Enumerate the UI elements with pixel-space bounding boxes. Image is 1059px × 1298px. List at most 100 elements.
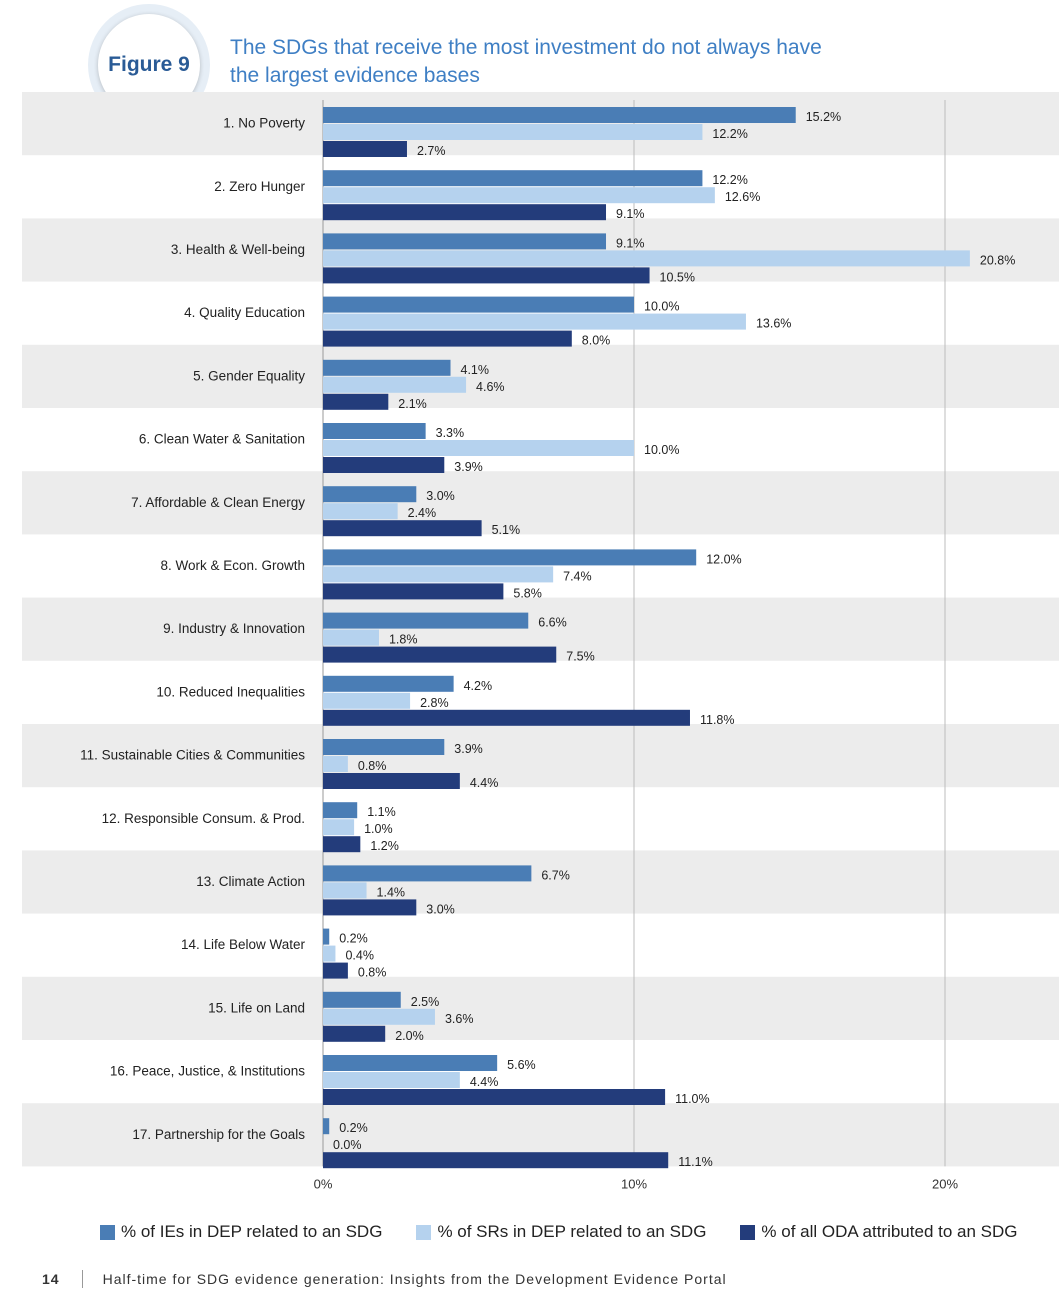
bar — [323, 991, 401, 1008]
data-label: 1.4% — [377, 885, 406, 899]
bar — [323, 773, 460, 789]
data-label: 4.6% — [476, 380, 505, 394]
bar — [323, 393, 389, 410]
bar — [323, 457, 445, 473]
bar — [323, 141, 407, 157]
bar — [323, 899, 417, 916]
row-band — [22, 344, 1059, 408]
data-label: 1.0% — [364, 822, 393, 836]
legend-label-srs: % of SRs in DEP related to an SDG — [437, 1222, 707, 1241]
bar — [323, 836, 361, 853]
category-label: 8. Work & Econ. Growth — [160, 558, 305, 573]
data-label: 0.0% — [333, 1138, 362, 1152]
legend-item-ies: % of IEs in DEP related to an SDG — [100, 1222, 382, 1242]
x-tick-label: 10% — [621, 1176, 647, 1191]
category-label: 13. Climate Action — [196, 874, 305, 889]
data-label: 11.1% — [678, 1155, 713, 1169]
bar — [323, 503, 398, 520]
data-label: 3.6% — [445, 1012, 474, 1026]
data-label: 5.6% — [507, 1058, 536, 1072]
bar — [323, 549, 697, 566]
row-band — [22, 976, 1059, 1040]
bar — [323, 124, 703, 140]
legend-label-ies: % of IEs in DEP related to an SDG — [121, 1222, 383, 1241]
category-label: 2. Zero Hunger — [214, 179, 305, 194]
data-label: 4.2% — [464, 679, 493, 693]
bar — [323, 675, 454, 692]
data-label: 10.0% — [644, 443, 679, 457]
data-label: 12.2% — [712, 173, 747, 187]
category-label: 16. Peace, Justice, & Institutions — [110, 1064, 305, 1079]
legend-swatch-srs — [416, 1224, 432, 1240]
data-label: 5.8% — [513, 586, 542, 600]
data-label: 9.1% — [616, 207, 645, 221]
data-label: 0.8% — [358, 966, 387, 980]
chart-legend: % of IEs in DEP related to an SDG % of S… — [100, 1220, 1040, 1244]
category-label: 11. Sustainable Cities & Communities — [80, 748, 305, 763]
data-label: 0.8% — [358, 759, 387, 773]
chart-headline: The SDGs that receive the most investmen… — [230, 36, 822, 87]
data-label: 4.4% — [470, 776, 499, 790]
bar — [323, 423, 426, 439]
bar — [323, 1008, 435, 1025]
bar — [323, 440, 634, 456]
category-label: 10. Reduced Inequalities — [156, 684, 305, 699]
bar — [323, 819, 355, 836]
data-label: 8.0% — [582, 334, 611, 348]
footer-divider — [81, 1270, 83, 1288]
data-label: 6.7% — [541, 868, 570, 882]
bar — [323, 296, 634, 313]
row-band — [22, 850, 1059, 914]
bar-chart: 0% 10% 20% 1. No Poverty 15.2% 12.2% 2.7% 2. Ze… — [22, 92, 1059, 1191]
bar — [323, 692, 411, 709]
data-label: 2.0% — [395, 1029, 424, 1043]
page-footer: 14 Half-time for SDG evidence generation… — [42, 1269, 727, 1289]
legend-item-srs: % of SRs in DEP related to an SDG — [416, 1222, 706, 1242]
row-band — [22, 471, 1059, 535]
bar — [323, 107, 796, 123]
bar — [323, 756, 348, 772]
bar — [323, 802, 358, 819]
footer-text: Half-time for SDG evidence generation: I… — [102, 1271, 727, 1287]
bar — [323, 1055, 498, 1071]
data-label: 1.1% — [367, 805, 396, 819]
data-label: 5.1% — [492, 523, 521, 537]
data-label: 3.9% — [454, 742, 483, 756]
row-band — [22, 92, 1059, 156]
bar — [323, 566, 554, 583]
data-label: 2.7% — [417, 144, 446, 158]
bar — [323, 1025, 386, 1042]
data-label: 13.6% — [756, 317, 791, 331]
data-label: 1.2% — [370, 839, 399, 853]
category-label: 12. Responsible Consum. & Prod. — [102, 811, 305, 826]
figure-label: Figure 9 — [108, 53, 190, 76]
bar — [323, 962, 348, 979]
data-label: 9.1% — [616, 236, 645, 250]
data-label: 2.1% — [398, 397, 427, 411]
category-label: 5. Gender Equality — [193, 368, 305, 383]
data-label: 2.4% — [408, 506, 437, 520]
x-tick-label: 20% — [932, 1176, 958, 1191]
page-number: 14 — [42, 1271, 60, 1287]
data-label: 12.6% — [725, 190, 760, 204]
data-label: 2.5% — [411, 995, 440, 1009]
data-label: 4.4% — [470, 1075, 499, 1089]
category-label: 4. Quality Education — [184, 305, 305, 320]
data-label: 10.0% — [644, 300, 679, 314]
category-label: 1. No Poverty — [223, 116, 305, 131]
data-label: 15.2% — [806, 110, 841, 124]
data-label: 7.5% — [566, 650, 595, 664]
legend-label-oda: % of all ODA attributed to an SDG — [761, 1222, 1018, 1241]
row-band — [22, 724, 1059, 788]
bar — [323, 865, 532, 882]
bar — [323, 928, 330, 945]
legend-swatch-oda — [740, 1224, 756, 1240]
data-label: 3.3% — [436, 426, 465, 440]
category-label: 17. Partnership for the Goals — [132, 1127, 305, 1142]
category-label: 9. Industry & Innovation — [163, 621, 305, 636]
data-label: 1.8% — [389, 633, 418, 647]
data-label: 3.0% — [426, 902, 455, 916]
bar — [323, 486, 417, 503]
data-label: 4.1% — [461, 363, 490, 377]
data-label: 7.4% — [563, 569, 592, 583]
